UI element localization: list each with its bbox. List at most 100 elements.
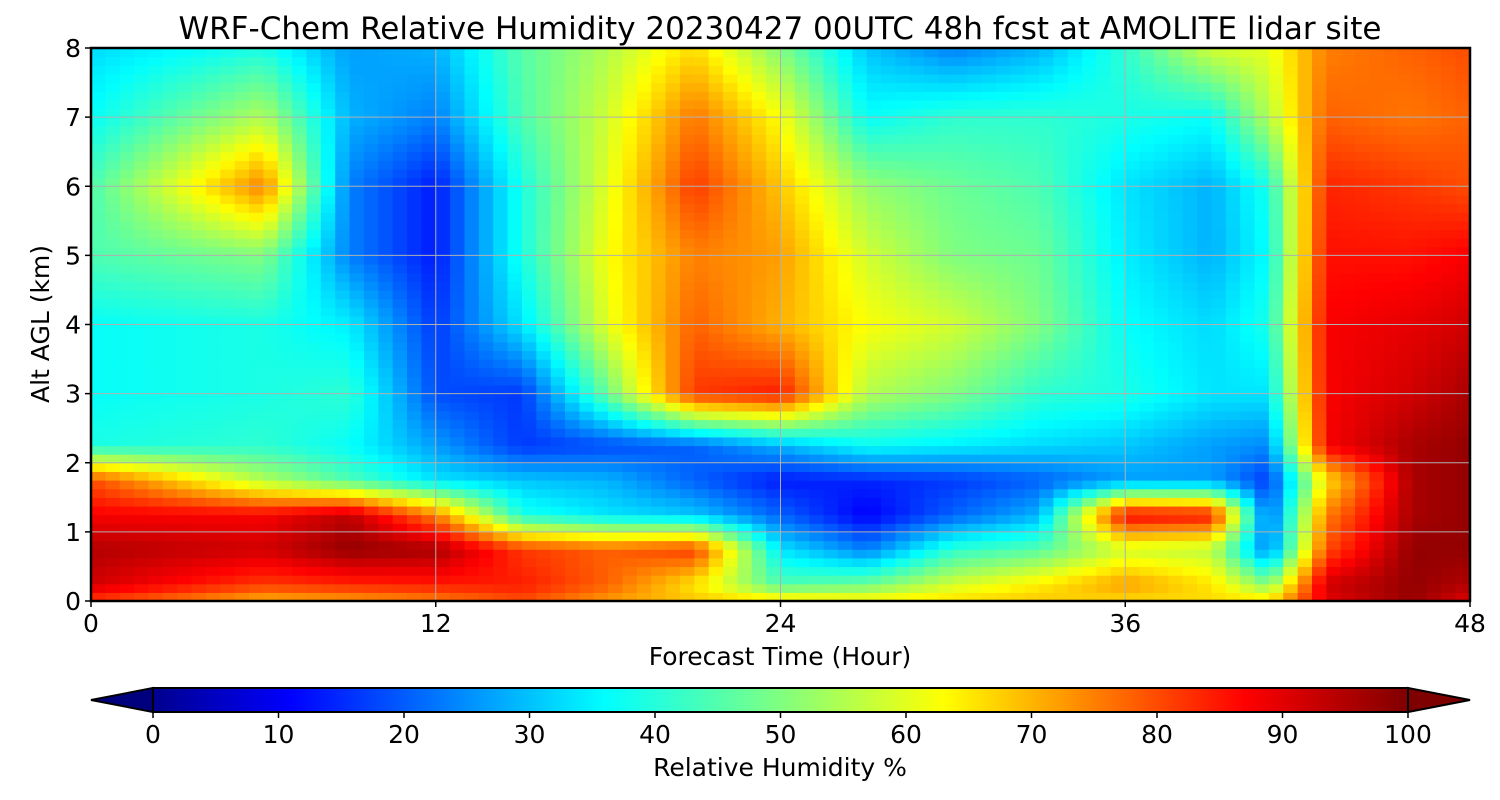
heatmap-cell xyxy=(1283,350,1299,360)
heatmap-cell xyxy=(205,272,221,282)
heatmap-cell xyxy=(651,246,667,256)
heatmap-cell xyxy=(1326,514,1342,524)
heatmap-cell xyxy=(421,514,437,524)
heatmap-cell xyxy=(909,514,925,524)
heatmap-cell xyxy=(1311,393,1327,403)
heatmap-cell xyxy=(421,367,437,377)
heatmap-cell xyxy=(579,540,595,550)
heatmap-cell xyxy=(1024,151,1040,161)
heatmap-cell xyxy=(938,151,954,161)
heatmap-cell xyxy=(521,359,537,369)
heatmap-cell xyxy=(837,177,853,187)
heatmap-cell xyxy=(1254,549,1270,559)
heatmap-cell xyxy=(794,445,810,455)
heatmap-cell xyxy=(1426,566,1442,576)
heatmap-cell xyxy=(737,264,753,274)
heatmap-cell xyxy=(1225,566,1241,576)
heatmap-cell xyxy=(378,151,394,161)
heatmap-cell xyxy=(837,505,853,516)
heatmap-cell xyxy=(191,246,207,256)
heatmap-cell xyxy=(608,289,624,300)
heatmap-cell xyxy=(852,402,868,412)
heatmap-cell xyxy=(766,454,782,464)
heatmap-cell xyxy=(407,272,422,282)
heatmap-cell xyxy=(493,229,509,239)
heatmap-cell xyxy=(335,557,351,568)
heatmap-cell xyxy=(1024,497,1040,507)
heatmap-cell xyxy=(1225,177,1241,187)
heatmap-cell xyxy=(665,255,681,265)
heatmap-cell xyxy=(665,514,681,524)
heatmap-cell xyxy=(1383,488,1399,498)
heatmap-cell xyxy=(1426,514,1442,524)
heatmap-cell xyxy=(378,410,394,421)
heatmap-cell xyxy=(1211,583,1227,593)
heatmap-cell xyxy=(1125,445,1141,455)
heatmap-cell xyxy=(1010,272,1026,282)
heatmap-cell xyxy=(608,376,624,386)
heatmap-cell xyxy=(1268,445,1284,455)
heatmap-cell xyxy=(1426,307,1442,317)
heatmap-cell xyxy=(335,480,351,490)
heatmap-cell xyxy=(1311,531,1327,542)
heatmap-cell xyxy=(665,410,681,421)
heatmap-cell xyxy=(708,186,724,196)
heatmap-cell xyxy=(191,350,207,360)
heatmap-cell xyxy=(1024,566,1040,576)
heatmap-cell xyxy=(162,151,178,161)
heatmap-cell xyxy=(1139,168,1155,179)
heatmap-cell xyxy=(622,238,638,248)
heatmap-cell xyxy=(565,264,580,274)
heatmap-cell xyxy=(407,315,422,326)
heatmap-cell xyxy=(1383,592,1399,601)
heatmap-cell xyxy=(852,566,868,576)
heatmap-cell xyxy=(292,462,308,472)
heatmap-cell xyxy=(1398,592,1414,601)
heatmap-cell xyxy=(565,497,580,507)
heatmap-cell xyxy=(234,514,250,524)
heatmap-cell xyxy=(938,281,954,291)
heatmap-cell xyxy=(1039,505,1055,516)
heatmap-cell xyxy=(1254,393,1270,403)
heatmap-cell xyxy=(1398,428,1414,438)
heatmap-cell xyxy=(205,177,221,187)
heatmap-cell xyxy=(1355,376,1371,386)
heatmap-cell xyxy=(191,151,207,161)
heatmap-cell xyxy=(694,151,710,161)
heatmap-cell xyxy=(852,315,868,326)
heatmap-cell xyxy=(105,523,121,533)
heatmap-cell xyxy=(952,151,968,161)
heatmap-cell xyxy=(1125,194,1141,205)
heatmap-cell xyxy=(1398,272,1414,282)
heatmap-cell xyxy=(751,393,767,403)
heatmap-cell xyxy=(823,488,839,498)
heatmap-cell xyxy=(1254,264,1270,274)
heatmap-cell xyxy=(1398,177,1414,187)
heatmap-cell xyxy=(809,194,825,205)
heatmap-cell xyxy=(1340,212,1356,222)
heatmap-cell xyxy=(1254,341,1270,352)
heatmap-cell xyxy=(220,350,236,360)
heatmap-cell xyxy=(608,229,624,239)
heatmap-cell xyxy=(737,575,753,585)
heatmap-cell xyxy=(493,324,509,334)
heatmap-cell xyxy=(665,203,681,213)
heatmap-cell xyxy=(723,289,738,300)
heatmap-cell xyxy=(335,220,351,231)
heatmap-cell xyxy=(536,272,552,282)
heatmap-cell xyxy=(478,471,494,481)
heatmap-cell xyxy=(1182,583,1198,593)
heatmap-cell xyxy=(636,307,652,317)
heatmap-cell xyxy=(1110,212,1126,222)
heatmap-cell xyxy=(1010,177,1026,187)
heatmap-cell xyxy=(292,384,308,395)
heatmap-cell xyxy=(1455,419,1470,429)
heatmap-cell xyxy=(1024,480,1040,490)
heatmap-cell xyxy=(1211,384,1227,395)
heatmap-cell xyxy=(550,454,566,464)
heatmap-cell xyxy=(277,514,293,524)
heatmap-cell xyxy=(1197,281,1213,291)
heatmap-cell xyxy=(1225,480,1241,490)
heatmap-cell xyxy=(119,445,135,455)
heatmap-cell xyxy=(593,540,609,550)
